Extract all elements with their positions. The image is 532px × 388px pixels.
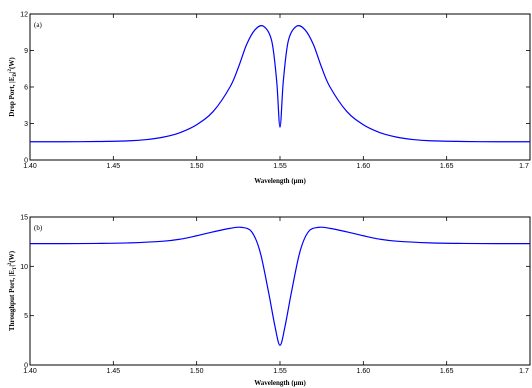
- plot-frame-a: [29, 13, 531, 161]
- x-tick-label: 1.65: [440, 163, 454, 170]
- x-tick-label: 1.65: [440, 368, 454, 375]
- y-tick-label: 9: [24, 48, 28, 55]
- y-ticks-a: 0 3 6 9 12: [20, 12, 530, 165]
- y-axis-label-b: Throughput Port, |ET|2(W): [8, 250, 18, 331]
- y-tick-label: 10: [20, 264, 28, 271]
- y-tick-label: 0: [24, 158, 28, 165]
- x-tick-label: 1.40: [23, 163, 37, 170]
- x-tick-label: 1.50: [190, 368, 204, 375]
- y-tick-label: 0: [24, 363, 28, 370]
- x-tick-label: 1.45: [107, 163, 121, 170]
- panel-tag-b: (b): [34, 224, 43, 232]
- x-ticks-a: 1.40 1.45 1.50 1.55 1.60 1.65 1.7: [23, 14, 531, 170]
- y-tick-label: 12: [20, 12, 28, 19]
- x-axis-label-a: Wavelength (μm): [254, 177, 306, 185]
- x-tick-label: 1.7: [519, 163, 529, 170]
- y-axis-label-a: Drop Port, |ED|2(W): [8, 57, 18, 117]
- x-tick-label: 1.55: [273, 163, 287, 170]
- x-tick-label: 1.60: [357, 163, 371, 170]
- panel-tag-a: (a): [34, 21, 42, 29]
- x-ticks-b: 1.40 1.45 1.50 1.55 1.60 1.65 1.7: [23, 217, 531, 375]
- y-ticks-b: 0 5 10 15: [20, 215, 530, 370]
- x-tick-label: 1.45: [107, 368, 121, 375]
- x-tick-label: 1.40: [23, 368, 37, 375]
- x-tick-label: 1.55: [273, 368, 287, 375]
- x-tick-label: 1.50: [190, 163, 204, 170]
- x-tick-label: 1.7: [519, 368, 529, 375]
- y-tick-label: 15: [20, 215, 28, 222]
- y-tick-label: 5: [24, 313, 28, 320]
- drop-port-chart: (a) 1.40 1.45 1.50 1.55 1.60 1.65 1.7 0 3 6 9 12 W…: [8, 12, 531, 185]
- x-axis-label-b: Wavelength (μm): [254, 379, 306, 387]
- throughput-port-curve: [29, 226, 531, 346]
- x-tick-label: 1.60: [357, 368, 371, 375]
- drop-port-curve: [29, 24, 531, 143]
- y-tick-label: 6: [24, 85, 28, 92]
- plot-frame-b: [29, 216, 531, 366]
- y-tick-label: 3: [24, 121, 28, 128]
- throughput-port-chart: (b) 1.40 1.45 1.50 1.55 1.60 1.65 1.7 0 5 10 15 W…: [8, 215, 531, 387]
